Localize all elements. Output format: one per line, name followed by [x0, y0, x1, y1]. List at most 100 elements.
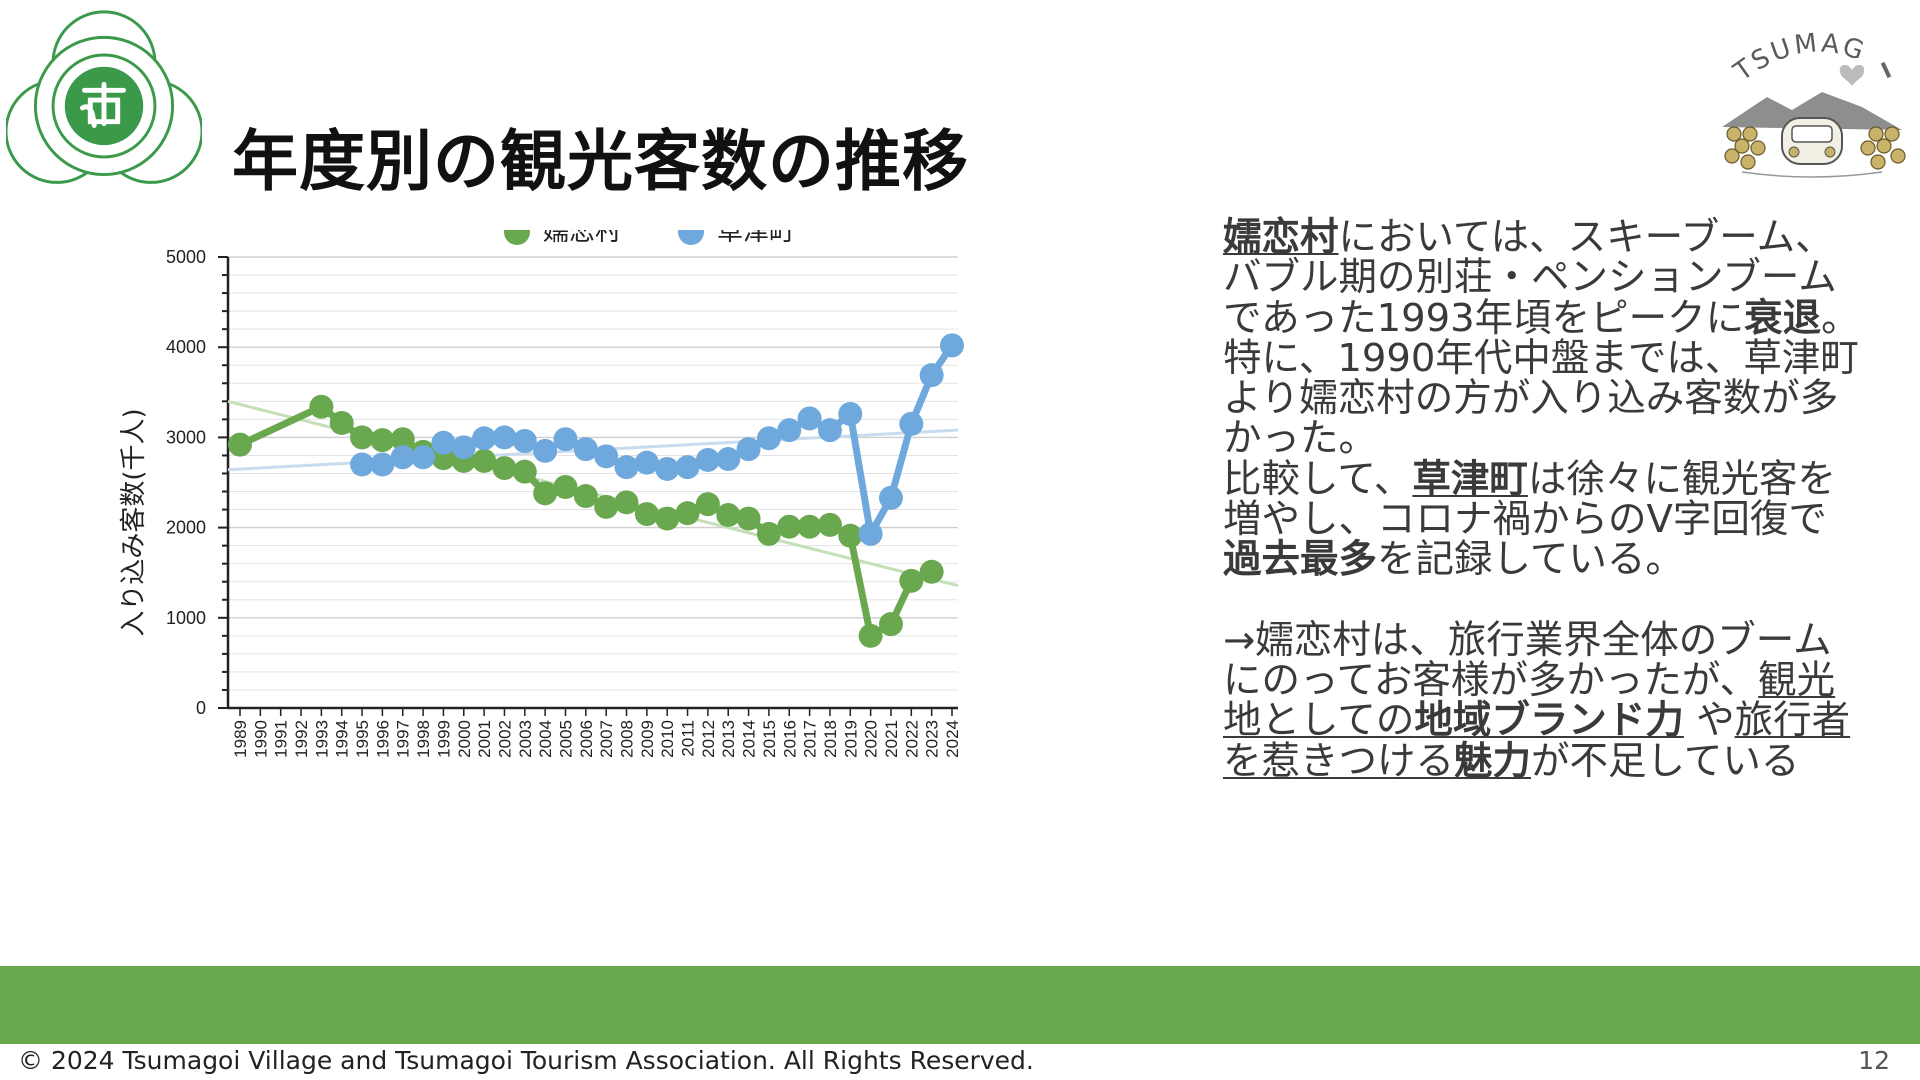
- data-point: [492, 425, 517, 450]
- data-point: [492, 456, 517, 481]
- text-run: 嬬恋村: [1223, 215, 1339, 260]
- data-point: [858, 521, 883, 546]
- x-tick-label: 1993: [312, 720, 331, 758]
- footer-band: [0, 966, 1920, 1044]
- data-point: [390, 445, 415, 470]
- data-point: [228, 432, 252, 457]
- x-tick-label: 1991: [272, 720, 291, 758]
- data-point: [309, 394, 334, 419]
- text-run: 旅行者を惹きつける: [1223, 698, 1851, 784]
- x-tick-label: 1989: [231, 720, 250, 758]
- x-tick-label: 2007: [597, 720, 616, 758]
- x-tick-label: 1996: [373, 720, 392, 758]
- data-point: [919, 363, 944, 388]
- x-tick-label: 2017: [801, 720, 820, 758]
- y-tick-label: 4000: [166, 337, 206, 357]
- x-tick-label: 2006: [577, 720, 596, 758]
- data-point: [878, 612, 903, 637]
- text-run: が不足している: [1531, 738, 1800, 784]
- x-tick-label: 2001: [475, 720, 494, 758]
- x-tick-label: 2004: [536, 720, 555, 758]
- text-run: 過去最多: [1223, 537, 1378, 583]
- commentary-paragraph-1: 嬬恋村においては、スキーブーム、バブル期の別荘・ペンションブームであった1993…: [1223, 215, 1863, 460]
- x-tick-label: 2000: [455, 720, 474, 758]
- tsumagoi-logo: TSUMAG: [1722, 28, 1906, 178]
- data-point: [553, 475, 578, 500]
- x-tick-label: 2021: [882, 720, 901, 758]
- data-point: [797, 406, 822, 431]
- data-point: [817, 512, 842, 537]
- data-point: [817, 418, 842, 443]
- data-point: [533, 438, 558, 463]
- x-tick-label: 2005: [556, 720, 575, 758]
- data-point: [634, 502, 659, 527]
- data-point: [655, 506, 680, 531]
- x-tick-label: 2018: [821, 720, 840, 758]
- x-tick-label: 1992: [292, 720, 311, 758]
- legend-marker: [678, 230, 704, 245]
- copyright-text: © 2024 Tsumagoi Village and Tsumagoi Tou…: [18, 1046, 1034, 1075]
- data-point: [329, 410, 354, 435]
- data-point: [940, 333, 964, 358]
- data-point: [716, 502, 741, 527]
- x-tick-label: 2023: [923, 720, 942, 758]
- data-point: [594, 494, 619, 519]
- data-point: [634, 450, 659, 475]
- text-run: 草津町: [1412, 456, 1528, 502]
- text-run: 観光地としての: [1223, 657, 1836, 744]
- data-point: [614, 455, 639, 480]
- data-point: [777, 514, 802, 539]
- data-point: [411, 445, 436, 470]
- data-point: [390, 427, 415, 452]
- commentary-paragraph-2: 比較して、草津町は徐々に観光客を増やし、コロナ禍からのV字回復で過去最多を記録し…: [1223, 456, 1863, 583]
- text-run: は徐々に観光客を増やし、コロナ禍からのV字回復で: [1223, 456, 1836, 543]
- legend-marker: [504, 230, 530, 245]
- x-tick-label: 1999: [434, 720, 453, 758]
- legend-label: 草津町: [717, 230, 795, 247]
- data-point: [512, 429, 537, 454]
- text-run: 魅力: [1454, 738, 1532, 784]
- data-point: [675, 501, 700, 526]
- x-tick-label: 2002: [495, 720, 514, 758]
- data-point: [553, 427, 578, 452]
- data-point: [899, 568, 924, 593]
- y-tick-label: 1000: [166, 608, 206, 628]
- x-tick-label: 2011: [679, 720, 698, 757]
- text-run: →嬬恋村は、旅行業界全体のブームにのってお客様が多かったが、: [1223, 617, 1832, 703]
- x-tick-label: 2016: [780, 720, 799, 758]
- x-tick-label: 2022: [902, 720, 921, 758]
- data-point: [573, 437, 598, 462]
- page-number: 12: [1858, 1046, 1890, 1075]
- slide-title: 年度別の観光客数の推移: [232, 123, 969, 200]
- commentary: 嬬恋村においては、スキーブーム、バブル期の別荘・ペンションブームであった1993…: [1223, 215, 1863, 784]
- data-point: [716, 447, 741, 472]
- commentary-paragraph-3: →嬬恋村は、旅行業界全体のブームにのってお客様が多かったが、観光地としての地域ブ…: [1223, 617, 1863, 784]
- data-point: [756, 426, 781, 451]
- text-run: においては、スキーブーム、バブル期の別荘・ペンションブームであった1993年頃を…: [1223, 215, 1837, 341]
- data-point: [573, 484, 598, 509]
- y-tick-label: 0: [196, 698, 206, 718]
- text-run: 地域ブランド力: [1414, 698, 1684, 744]
- x-tick-label: 2010: [658, 720, 677, 758]
- x-tick-label: 2024: [943, 720, 962, 758]
- village-emblem-logo: [6, 10, 202, 184]
- data-point: [350, 425, 375, 450]
- x-tick-label: 1995: [353, 720, 372, 758]
- x-tick-label: 1990: [251, 720, 270, 758]
- data-point: [756, 521, 781, 546]
- x-tick-label: 2003: [516, 720, 535, 758]
- data-point: [512, 459, 537, 484]
- data-point: [695, 492, 720, 517]
- text-run: 比較して、: [1223, 456, 1413, 502]
- paragraph-gap: [1223, 581, 1863, 621]
- x-tick-label: 1994: [333, 720, 352, 758]
- y-tick-label: 3000: [166, 427, 206, 447]
- data-point: [472, 426, 497, 451]
- x-tick-label: 2020: [862, 720, 881, 758]
- data-point: [899, 411, 924, 436]
- x-tick-label: 1997: [394, 720, 413, 758]
- text-run: や: [1683, 698, 1735, 744]
- data-point: [431, 430, 456, 455]
- x-tick-label: 2013: [719, 720, 738, 758]
